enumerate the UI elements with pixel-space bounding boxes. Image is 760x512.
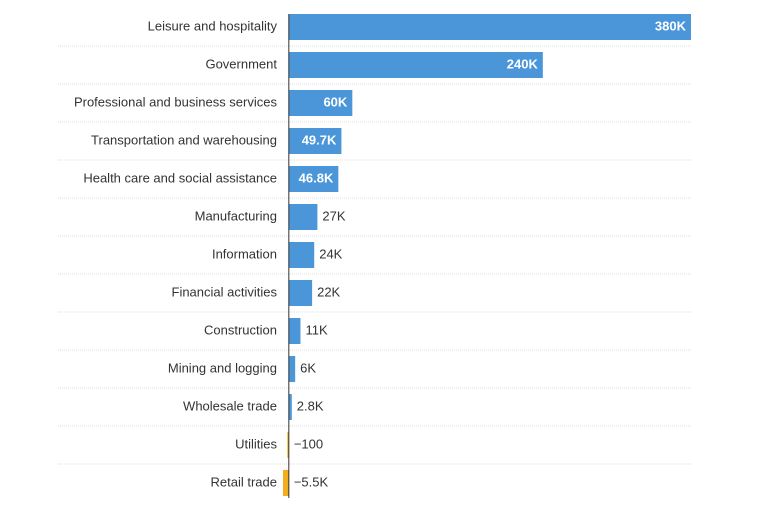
category-label: Retail trade [211,474,277,489]
category-label: Government [205,56,277,71]
category-label: Information [212,246,277,261]
category-label: Health care and social assistance [83,170,277,185]
value-label: −100 [294,436,323,451]
category-label: Mining and logging [168,360,277,375]
category-label: Professional and business services [74,94,278,109]
bar [288,90,353,116]
value-label: −5.5K [294,474,329,489]
row-separators [58,45,691,465]
category-label: Leisure and hospitality [148,18,278,33]
value-label: 22K [317,284,340,299]
bar [288,166,339,192]
bar [288,280,313,306]
category-label: Manufacturing [195,208,277,223]
bar [288,318,301,344]
category-label: Transportation and warehousing [91,132,277,147]
bar [283,470,289,496]
category-label: Wholesale trade [183,398,277,413]
bars [283,14,691,496]
value-label: 380K [655,18,687,33]
bar [288,242,315,268]
category-label: Financial activities [172,284,278,299]
value-label: 60K [323,94,347,109]
category-label: Construction [204,322,277,337]
bar [288,204,318,230]
bar [288,128,342,154]
value-label: 240K [507,56,539,71]
value-label: 6K [300,360,316,375]
value-label: 11K [305,322,327,337]
value-label: 49.7K [302,132,337,147]
value-label: 46.8K [299,170,334,185]
value-label: 27K [322,208,345,223]
bar [288,52,543,78]
bar [288,394,292,420]
category-label: Utilities [235,436,277,451]
value-label: 2.8K [297,398,324,413]
bar [288,14,691,40]
value-labels: 380K 240K 60K 49.7K 46.8K 27K 24K 22K 11K 6K 2.8K −… [294,18,687,489]
category-labels: Leisure and hospitality Government Profess… [74,18,278,489]
bar [287,432,289,458]
bar [288,356,296,382]
value-label: 24K [319,246,342,261]
